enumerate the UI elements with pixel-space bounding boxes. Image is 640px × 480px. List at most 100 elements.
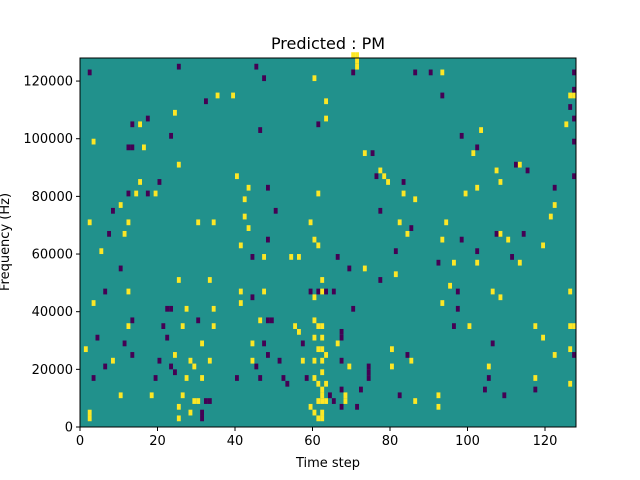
heatmap-cell-high xyxy=(211,219,216,226)
heatmap-cell-low xyxy=(483,386,487,393)
heatmap-cell-low xyxy=(153,375,158,381)
heatmap-cell-high xyxy=(184,375,189,381)
heatmap-cell-low xyxy=(126,144,131,151)
heatmap-cell-low xyxy=(103,288,108,295)
heatmap-cell-low xyxy=(475,144,480,151)
heatmap-cell-low xyxy=(428,69,433,76)
x-axis: 0 20 40 60 80 100 120 xyxy=(76,427,557,449)
heatmap-cell-high xyxy=(467,323,472,329)
x-tick-label: 20 xyxy=(149,434,166,449)
heatmap-cell-high xyxy=(498,294,503,301)
heatmap-cell-high xyxy=(235,173,239,180)
heatmap-cell-low xyxy=(300,340,305,347)
heatmap-cell-low xyxy=(401,179,406,185)
heatmap-cell-high xyxy=(138,121,143,128)
heatmap-cell-low xyxy=(107,230,112,237)
heatmap-cell-low xyxy=(169,132,174,139)
heatmap-cell-low xyxy=(200,415,205,422)
heatmap-cell-low xyxy=(250,294,255,301)
heatmap-cell-low xyxy=(378,207,383,214)
heatmap-cell-high xyxy=(173,109,177,116)
heatmap-cell-low xyxy=(304,375,309,381)
heatmap-cell-high xyxy=(87,409,92,416)
heatmap-cell-low xyxy=(254,363,259,370)
heatmap-cell-high xyxy=(316,380,321,387)
heatmap-cell-low xyxy=(359,386,363,393)
heatmap-cell-high xyxy=(200,340,205,347)
heatmap-cell-low xyxy=(405,352,410,358)
heatmap-cell-high xyxy=(355,58,360,64)
heatmap-cell-high xyxy=(126,219,131,226)
heatmap-cell-high xyxy=(440,236,445,243)
heatmap-cell-high xyxy=(548,213,553,220)
heatmap-cell-low xyxy=(366,363,371,370)
heatmap-cell-low xyxy=(266,352,270,358)
y-tick-label: 120000 xyxy=(23,75,73,90)
y-tick-label: 60000 xyxy=(32,248,73,263)
heatmap-cell-low xyxy=(351,69,356,76)
heatmap-cell-high xyxy=(568,323,573,329)
heatmap-cell-high xyxy=(324,115,329,122)
heatmap-cell-high xyxy=(568,92,573,99)
heatmap-cell-low xyxy=(169,363,174,370)
heatmap-cell-low xyxy=(316,121,321,128)
heatmap-cell-high xyxy=(91,300,96,306)
heatmap-cell-high xyxy=(572,323,577,329)
x-tick-label: 0 xyxy=(76,434,84,449)
heatmap-cell-high xyxy=(312,334,317,341)
heatmap-cell-low xyxy=(572,115,577,122)
heatmap-cell-high xyxy=(180,323,185,329)
heatmap-cell-low xyxy=(157,357,162,364)
heatmap-cell-low xyxy=(490,340,495,347)
heatmap-cell-high xyxy=(320,323,325,329)
heatmap-cell-low xyxy=(285,380,290,387)
heatmap-cell-high xyxy=(320,369,325,376)
heatmap-cell-high xyxy=(355,52,360,58)
heatmap-cell-high xyxy=(320,277,325,283)
heatmap-cell-high xyxy=(386,179,391,185)
heatmap-cell-low xyxy=(273,207,278,214)
x-tick-label: 60 xyxy=(304,434,321,449)
heatmap-cell-high xyxy=(362,265,367,272)
heatmap-cell-high xyxy=(196,398,201,404)
heatmap-cell-high xyxy=(176,161,181,168)
heatmap-cell-high xyxy=(448,282,453,289)
heatmap-cell-high xyxy=(215,92,220,99)
heatmap-cell-high xyxy=(343,392,348,399)
heatmap-cell-low xyxy=(122,340,127,347)
heatmap-cell-high xyxy=(91,138,96,145)
heatmap-background xyxy=(80,58,576,427)
heatmap-cell-low xyxy=(355,403,360,410)
heatmap-cell-high xyxy=(196,219,201,226)
heatmap-cell-high xyxy=(324,398,329,404)
heatmap-cell-high xyxy=(405,230,410,237)
heatmap-cell-high xyxy=(316,242,321,249)
heatmap-cell-high xyxy=(180,392,185,399)
heatmap-cell-high xyxy=(343,398,348,404)
heatmap-cell-high xyxy=(324,380,329,387)
heatmap-cell-low xyxy=(111,207,115,214)
heatmap-cell-low xyxy=(126,190,131,197)
heatmap-cell-low xyxy=(568,104,573,110)
heatmap-cell-low xyxy=(366,369,371,376)
heatmap-cell-low xyxy=(130,352,135,358)
heatmap-cell-low xyxy=(258,375,263,381)
heatmap-cell-low xyxy=(262,340,267,347)
y-tick-label: 40000 xyxy=(32,305,73,320)
y-axis: 0 20000 40000 60000 80000 100000 120000 xyxy=(23,75,80,436)
heatmap-cell-high xyxy=(320,357,325,364)
heatmap-cell-low xyxy=(514,161,518,168)
heatmap-cell-high xyxy=(111,357,115,364)
heatmap-cell-high xyxy=(312,236,317,243)
heatmap-cell-high xyxy=(320,386,325,393)
heatmap-cell-high xyxy=(552,352,557,358)
heatmap-cell-high xyxy=(176,277,181,283)
heatmap-cell-high xyxy=(320,288,325,295)
heatmap-cell-high xyxy=(475,259,480,266)
heatmap-cell-low xyxy=(207,398,212,404)
heatmap-cell-high xyxy=(517,161,522,168)
heatmap-cell-high xyxy=(312,294,317,301)
heatmap-cell-high xyxy=(409,357,414,364)
heatmap-cell-high xyxy=(320,398,325,404)
heatmap-cell-low xyxy=(494,230,499,237)
